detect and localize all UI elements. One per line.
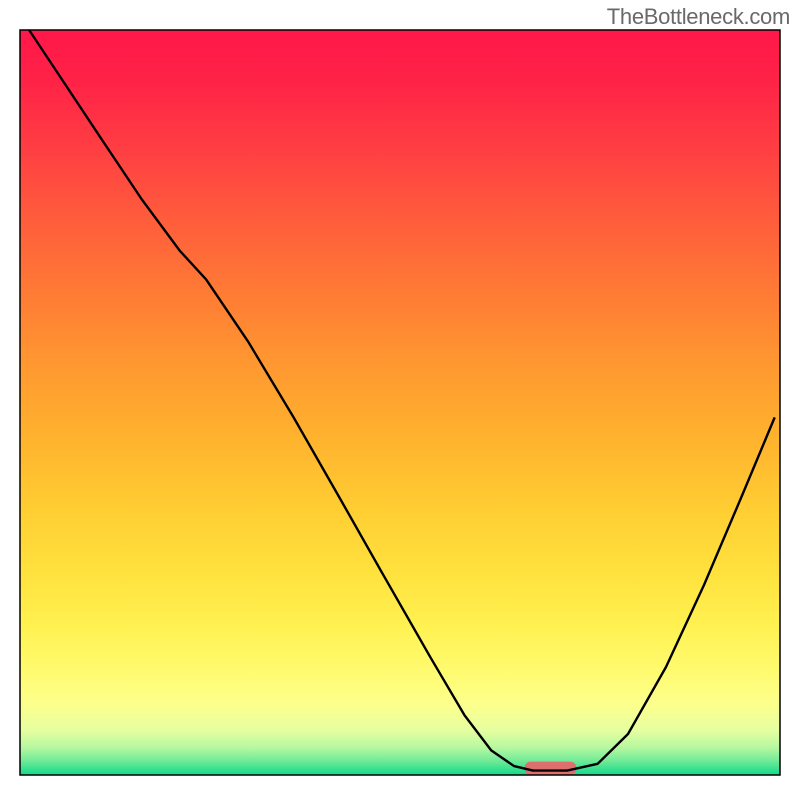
optimal-marker [525,762,577,775]
watermark-label: TheBottleneck.com [607,4,790,30]
plot-background [20,30,780,775]
bottleneck-chart: TheBottleneck.com [0,0,800,800]
chart-svg [0,0,800,800]
